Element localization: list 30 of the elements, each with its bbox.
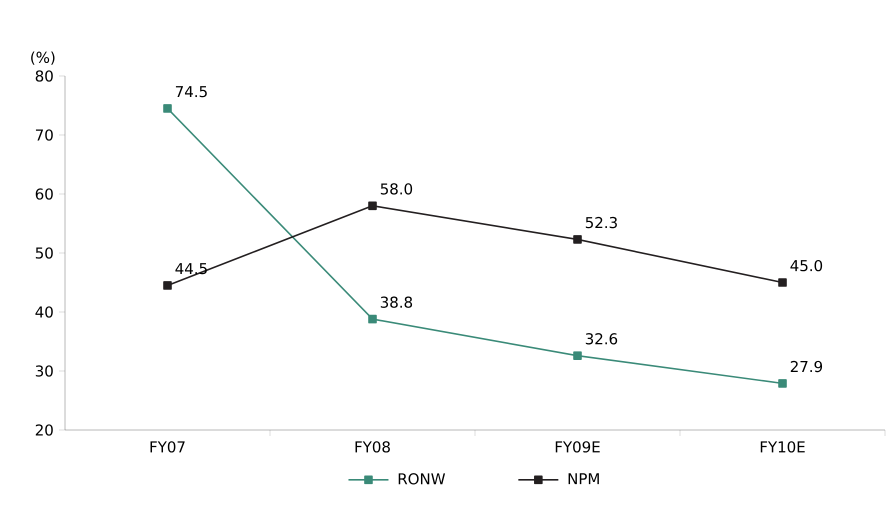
point: [573, 235, 582, 244]
legend-label: NPM: [568, 473, 599, 484]
point: [163, 104, 172, 113]
x-tick-label: FY09E: [556, 441, 600, 453]
data-label: 32.6: [586, 333, 618, 344]
data-label: 27.9: [790, 360, 822, 372]
data-label: 58.0: [380, 183, 412, 195]
legend-label: RONW: [398, 473, 446, 484]
data-label: 44.5: [175, 263, 207, 274]
point: [778, 379, 787, 388]
data-label: 45.0: [790, 260, 822, 272]
data-label: 38.8: [380, 296, 412, 308]
y-tick-label: 50: [36, 247, 53, 259]
data-label: 74.5: [176, 86, 207, 98]
y-axis-title: (%): [31, 51, 55, 65]
y-tick-label: 60: [36, 188, 53, 200]
point: [368, 314, 377, 324]
point: [778, 278, 787, 287]
y-tick-label: 40: [35, 306, 53, 318]
x-tick-label: FY07: [150, 441, 185, 453]
data-label: 52.3: [586, 216, 617, 228]
x-tick-label: FY10E: [760, 441, 805, 453]
y-tick-label: 70: [36, 129, 53, 141]
point: [368, 201, 377, 210]
x-tick-label: FY08: [356, 441, 390, 453]
y-tick-label: 30: [36, 365, 53, 377]
y-tick-label: 20: [36, 424, 53, 436]
point: [163, 281, 172, 290]
point: [573, 351, 582, 360]
y-tick-label: 80: [36, 70, 53, 82]
